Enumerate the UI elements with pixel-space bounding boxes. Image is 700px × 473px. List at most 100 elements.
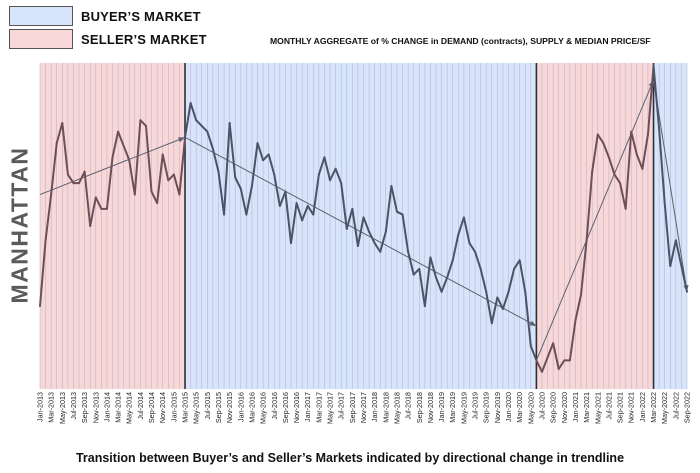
series-segment [172,173,181,196]
series-segment [301,204,309,222]
x-tick-label: May-2016 [259,392,268,424]
x-tick-label: Jul-2020 [537,392,546,420]
series-segment [267,153,276,176]
trendline-arrowhead [529,320,537,327]
series-segment [624,130,633,210]
series-segment [262,153,270,162]
chart-title: MONTHLY AGGREGATE of % CHANGE in DEMAND … [270,36,651,46]
series-segment [117,130,125,147]
x-tick-label: May-2014 [125,392,134,424]
x-tick-label: Mar-2018 [381,392,390,423]
series-segment [284,190,292,245]
series-segment [390,184,398,213]
series-segment [658,127,666,205]
x-tick-label: Nov-2017 [359,392,368,423]
x-tick-label: May-2013 [58,392,67,424]
series-segment [501,290,510,310]
series-segment [646,64,655,136]
series-segment [395,210,404,216]
series-segment [557,359,566,370]
series-segment [490,296,499,325]
series-segment [312,173,320,216]
series-segment [256,142,265,162]
x-tick-label: Jan-2019 [437,392,446,422]
series-segment [379,230,387,253]
series-segment [289,202,298,245]
x-tick-label: Mar-2014 [114,392,123,423]
series-segment [189,102,198,122]
series-segment [83,170,92,227]
series-segment [217,170,226,216]
chart-caption: Transition between Buyer’s and Seller’s … [75,451,625,465]
series-segment [418,267,426,308]
series-segment [529,345,538,362]
series-segment [211,147,220,173]
series-segment [552,342,560,370]
series-segment [122,144,131,162]
x-tick-label: Jan-2022 [638,392,647,422]
x-tick-label: May-2018 [392,392,401,424]
x-tick-label: Jan-2016 [236,392,245,422]
series-segment [94,196,103,210]
x-tick-label: Jan-2017 [303,392,312,422]
series-segment [619,182,627,210]
series-segment [474,250,482,270]
x-tick-label: Sep-2022 [683,392,692,423]
x-tick-label: Nov-2015 [225,392,234,423]
series-segment [446,259,454,279]
series-segment [412,267,421,276]
x-tick-label: Mar-2022 [649,392,658,423]
series-segment [580,239,588,296]
x-tick-label: Jan-2015 [169,392,178,422]
trendline-arrowhead [178,137,186,143]
x-tick-label: Mar-2020 [515,392,524,423]
series-segment [540,356,549,373]
x-tick-label: Mar-2019 [448,392,457,423]
x-tick-label: Sep-2017 [348,392,357,423]
series-segment [630,130,638,156]
regime-band-buyer [185,63,537,389]
series-segment [228,122,237,179]
series-segment [607,156,616,176]
series-segment [669,239,677,268]
series-segment [295,202,304,222]
x-tick-label: Nov-2019 [493,392,502,423]
series-segment [234,176,242,190]
x-tick-label: May-2022 [660,392,669,424]
series-segment [306,204,315,216]
series-segment [574,293,583,322]
x-tick-label: Nov-2018 [426,392,435,423]
series-segment [111,130,120,159]
x-tick-label: Jul-2014 [136,392,145,420]
legend-swatch-seller [9,29,73,49]
series-segment [128,159,136,196]
x-tick-label: May-2020 [526,392,535,424]
x-tick-label: Mar-2015 [181,392,190,423]
series-segment [585,170,594,242]
series-segment [568,319,577,362]
legend-swatch-buyer [9,6,73,26]
series-segment [451,233,460,262]
series-segment [356,216,365,248]
series-segment [485,290,493,325]
x-tick-label: Jul-2019 [471,392,480,420]
x-tick-label: Jul-2017 [337,392,346,420]
series-segment [250,142,259,187]
x-tick-label: Jul-2018 [404,392,413,420]
series-segment [144,124,153,193]
x-tick-label: Sep-2016 [281,392,290,423]
x-tick-label: Mar-2013 [47,392,56,423]
x-tick-label: Nov-2020 [560,392,569,423]
series-segment [362,216,371,233]
x-tick-label: Nov-2021 [627,392,636,423]
series-segment [518,259,527,293]
x-tick-label: Sep-2020 [549,392,558,423]
series-segment [206,130,214,150]
series-segment [105,156,114,210]
x-tick-label: Jan-2014 [102,392,111,422]
series-segment [334,167,343,185]
series-segment [55,122,64,145]
x-tick-label: May-2019 [459,392,468,424]
trendline [535,79,654,361]
x-tick-label: Sep-2014 [147,392,156,423]
